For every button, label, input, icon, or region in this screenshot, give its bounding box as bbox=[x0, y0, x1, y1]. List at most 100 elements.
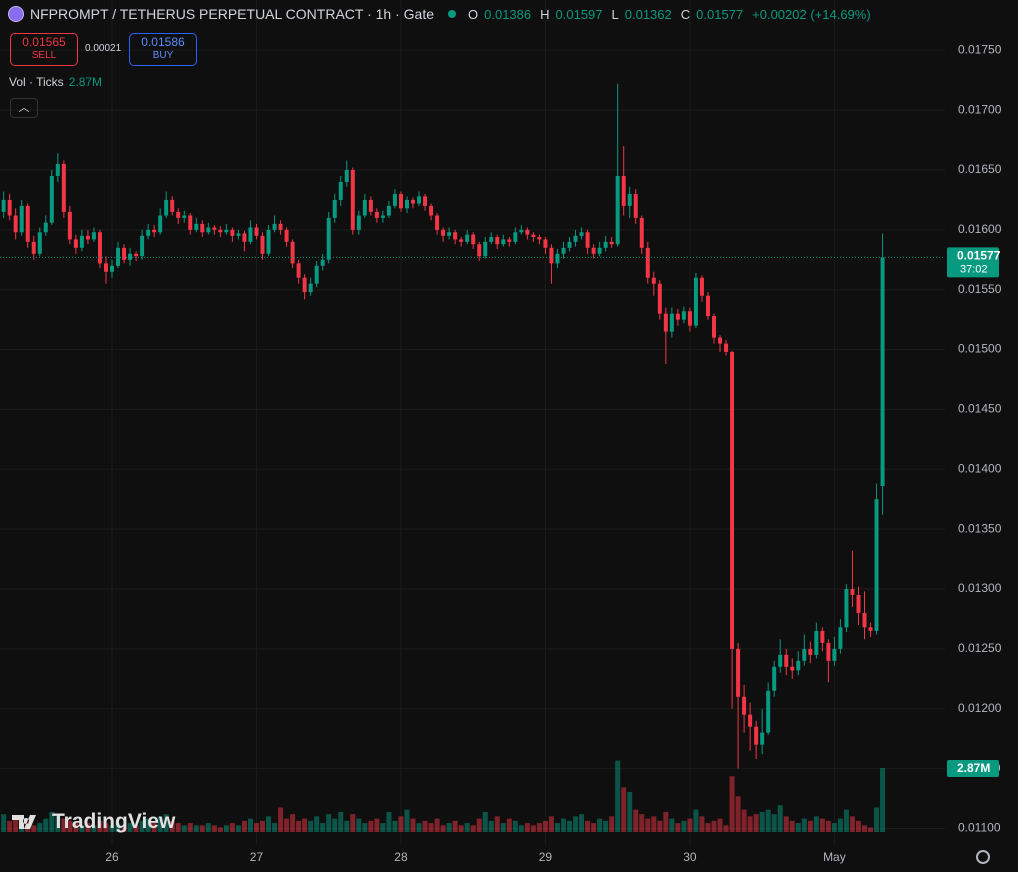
sell-price: 0.01565 bbox=[22, 35, 66, 49]
volume-bar bbox=[681, 820, 687, 832]
volume-bar bbox=[615, 760, 621, 832]
candle-body bbox=[140, 235, 145, 257]
buy-label: BUY bbox=[152, 50, 174, 61]
candle-body bbox=[200, 223, 205, 233]
candle-body bbox=[254, 227, 259, 236]
candle-body bbox=[356, 215, 361, 230]
buy-price: 0.01586 bbox=[141, 35, 185, 49]
volume-bar bbox=[151, 823, 157, 832]
symbol-title[interactable]: NFPROMPT / TETHERUS PERPETUAL CONTRACT ·… bbox=[30, 6, 434, 22]
volume-bar bbox=[524, 823, 530, 832]
sell-button[interactable]: 0.01565 SELL bbox=[10, 33, 78, 66]
candle-body bbox=[272, 223, 277, 230]
candle-body bbox=[796, 660, 801, 671]
x-tick-label: May bbox=[823, 850, 846, 864]
candle-body bbox=[344, 170, 349, 182]
volume-bar bbox=[278, 807, 284, 832]
volume-bar bbox=[868, 827, 874, 832]
volume-bar bbox=[422, 820, 428, 832]
collapse-button[interactable]: ︿ bbox=[10, 98, 38, 118]
volume-bar bbox=[825, 820, 831, 832]
volume-bar bbox=[855, 820, 861, 832]
volume-bar bbox=[711, 820, 717, 832]
y-tick-label: 0.01300 bbox=[958, 581, 1002, 595]
watermark-text: TradingView bbox=[52, 810, 176, 833]
volume-bar bbox=[862, 825, 867, 832]
volume-bar bbox=[392, 820, 398, 832]
volume-bar bbox=[386, 811, 392, 832]
volume-bar bbox=[43, 818, 49, 832]
volume-bar bbox=[741, 809, 747, 832]
volume-bar bbox=[55, 816, 61, 832]
candle-body bbox=[314, 265, 319, 284]
candle-body bbox=[814, 630, 819, 655]
candle-body bbox=[338, 181, 343, 200]
volume-bar bbox=[434, 818, 440, 832]
volume-bar bbox=[452, 820, 458, 832]
settings-button[interactable] bbox=[976, 850, 990, 864]
candle-body bbox=[380, 215, 385, 218]
candle-body bbox=[651, 277, 656, 284]
candle-body bbox=[308, 283, 313, 293]
volume-bar bbox=[31, 825, 37, 832]
volume-bar bbox=[181, 825, 187, 832]
volume-bar bbox=[663, 811, 669, 832]
volume-bar bbox=[410, 818, 416, 832]
candle-body bbox=[103, 263, 108, 272]
candle-body bbox=[37, 232, 42, 254]
candle-body bbox=[603, 241, 608, 248]
volume-bar bbox=[554, 823, 560, 832]
volume-bar bbox=[771, 814, 777, 832]
y-tick-label: 0.01200 bbox=[958, 701, 1002, 715]
candle-body bbox=[110, 265, 114, 272]
candle-body bbox=[1, 199, 6, 212]
volume-bar bbox=[380, 823, 386, 832]
candle-body bbox=[687, 311, 692, 326]
y-tick-label: 0.01500 bbox=[958, 342, 1002, 356]
volume-bar bbox=[398, 816, 404, 832]
candle-body bbox=[621, 175, 626, 206]
y-tick-label: 0.01550 bbox=[958, 282, 1002, 296]
watermark: TradingView bbox=[12, 810, 175, 834]
candle-body bbox=[85, 235, 90, 240]
volume-bar bbox=[253, 823, 259, 832]
candle-body bbox=[49, 175, 54, 223]
volume-bar bbox=[175, 823, 181, 832]
volume-bar bbox=[109, 825, 115, 832]
candle-body bbox=[573, 235, 578, 242]
volume-bar bbox=[530, 825, 536, 832]
volume-bar bbox=[241, 820, 247, 832]
candle-body bbox=[760, 732, 765, 745]
candle-body bbox=[808, 648, 813, 655]
x-tick-label: 26 bbox=[105, 850, 119, 864]
volume-bar bbox=[247, 818, 253, 832]
volume-bar bbox=[458, 825, 464, 832]
candle-body bbox=[519, 229, 524, 233]
volume-bar bbox=[356, 818, 362, 832]
candle-body bbox=[224, 229, 229, 233]
candle-body bbox=[61, 164, 66, 212]
candle-body bbox=[429, 205, 434, 216]
candle-body bbox=[483, 241, 488, 257]
volume-tag-value: 2.87M bbox=[957, 761, 990, 775]
candle-body bbox=[170, 199, 175, 212]
volume-bar bbox=[85, 823, 91, 832]
buy-button[interactable]: 0.01586 BUY bbox=[129, 33, 197, 66]
candle-body bbox=[453, 232, 458, 240]
candle-body bbox=[423, 196, 428, 206]
volume-bar bbox=[585, 820, 591, 832]
y-tick-label: 0.01450 bbox=[958, 402, 1002, 416]
volume-bar bbox=[223, 825, 229, 832]
candle-body bbox=[597, 247, 602, 254]
volume-bar bbox=[169, 820, 175, 832]
countdown: 37:02 bbox=[960, 263, 988, 275]
volume-bar bbox=[217, 827, 223, 832]
volume-bar bbox=[121, 825, 127, 832]
volume-bar bbox=[187, 823, 193, 832]
volume-bar bbox=[133, 825, 139, 832]
volume-bar bbox=[777, 805, 783, 832]
candle-body bbox=[212, 227, 217, 230]
candle-body bbox=[242, 233, 247, 242]
candle-body bbox=[705, 295, 710, 317]
